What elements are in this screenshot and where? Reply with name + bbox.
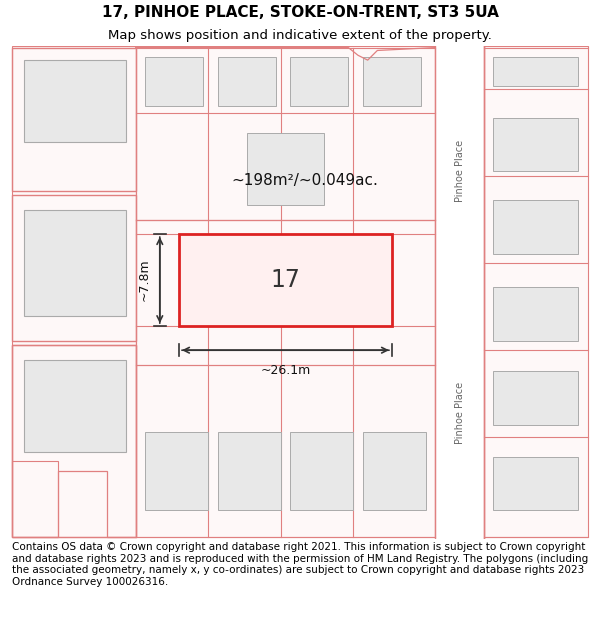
- Text: ~26.1m: ~26.1m: [260, 364, 311, 377]
- Bar: [290, 58, 349, 106]
- Bar: [493, 456, 578, 510]
- Text: ~7.8m: ~7.8m: [137, 259, 150, 301]
- Text: 17, PINHOE PLACE, STOKE-ON-TRENT, ST3 5UA: 17, PINHOE PLACE, STOKE-ON-TRENT, ST3 5U…: [101, 5, 499, 20]
- Polygon shape: [484, 46, 588, 537]
- Bar: [25, 360, 126, 452]
- Bar: [145, 58, 203, 106]
- Text: Contains OS data © Crown copyright and database right 2021. This information is : Contains OS data © Crown copyright and d…: [12, 542, 588, 587]
- Bar: [363, 58, 421, 106]
- Bar: [493, 118, 578, 171]
- Bar: [247, 132, 324, 205]
- Bar: [25, 60, 126, 142]
- Text: ~198m²/~0.049ac.: ~198m²/~0.049ac.: [232, 174, 378, 189]
- Bar: [436, 46, 484, 539]
- Bar: [290, 432, 353, 510]
- Bar: [218, 58, 276, 106]
- Bar: [25, 210, 126, 316]
- Bar: [218, 432, 281, 510]
- Bar: [145, 432, 208, 510]
- Text: Pinhoe Place: Pinhoe Place: [455, 382, 464, 444]
- Bar: [493, 58, 578, 86]
- Bar: [493, 371, 578, 424]
- Text: 17: 17: [271, 268, 301, 292]
- Bar: [493, 201, 578, 254]
- Polygon shape: [136, 46, 436, 537]
- Bar: [179, 234, 392, 326]
- Polygon shape: [12, 46, 136, 537]
- Text: Pinhoe Place: Pinhoe Place: [455, 140, 464, 202]
- Bar: [493, 288, 578, 341]
- Bar: [363, 432, 425, 510]
- Text: Map shows position and indicative extent of the property.: Map shows position and indicative extent…: [108, 29, 492, 42]
